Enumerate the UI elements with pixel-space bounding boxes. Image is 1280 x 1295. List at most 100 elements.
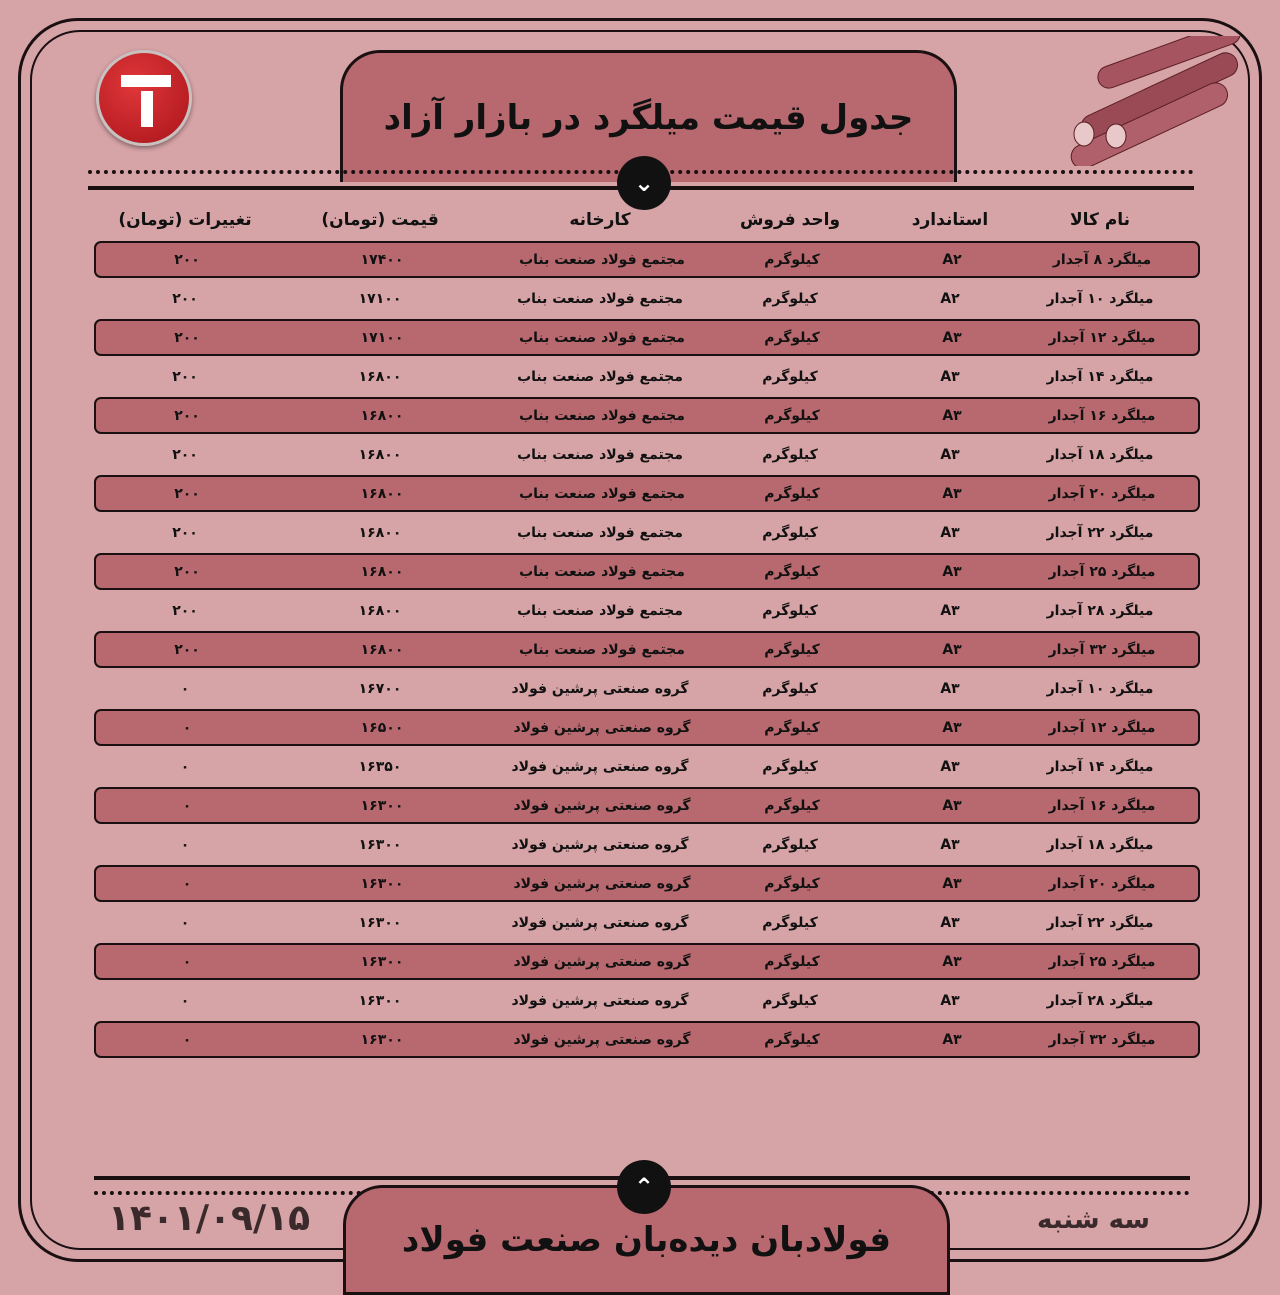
sale-unit: کیلوگرم [764,797,820,814]
price: ۱۶۳۰۰ [358,914,402,931]
product-name: میلگرد ۱۲ آجدار [1048,719,1156,736]
product-name: نام کالا [1069,209,1131,230]
price: ۱۶۳۵۰ [358,758,402,775]
product-name: میلگرد ۲۵ آجدار [1048,563,1156,580]
factory: گروه صنعتی پرشین فولاد [513,1031,691,1048]
product-name: میلگرد ۲۲ آجدار [1046,914,1154,931]
price: ۱۶۸۰۰ [358,524,402,541]
standard: A۳ [940,680,960,697]
price: ۱۶۳۰۰ [360,797,404,814]
standard: A۳ [942,641,962,658]
change: ۲۰۰ [174,563,200,580]
date: ۱۴۰۱/۰۹/۱۵ [108,1198,311,1239]
standard: A۲ [940,290,960,307]
factory: مجتمع فولاد صنعت بناب [517,368,683,385]
standard: A۳ [942,485,962,502]
sale-unit: کیلوگرم [764,485,820,502]
price: ۱۷۴۰۰ [360,251,404,268]
standard: A۳ [942,1031,962,1048]
price: ۱۶۸۰۰ [360,485,404,502]
factory: گروه صنعتی پرشین فولاد [511,914,689,931]
price: قیمت (تومان) [321,209,439,230]
product-name: میلگرد ۸ آجدار [1052,251,1152,268]
price: ۱۶۵۰۰ [360,719,404,736]
standard: A۳ [940,758,960,775]
sale-unit: کیلوگرم [762,290,818,307]
standard: A۳ [942,563,962,580]
table-row: میلگرد ۲۲ آجدار A۳ کیلوگرم مجتمع فولاد صنعت… [94,514,1200,551]
change: ۰ [180,914,190,931]
product-name: میلگرد ۱۰ آجدار [1046,680,1154,697]
factory: گروه صنعتی پرشین فولاد [513,719,691,736]
standard: A۳ [942,953,962,970]
sale-unit: کیلوگرم [764,641,820,658]
change: ۰ [180,680,190,697]
factory: مجتمع فولاد صنعت بناب [519,485,685,502]
factory: گروه صنعتی پرشین فولاد [511,680,689,697]
change: ۰ [180,992,190,1009]
sale-unit: کیلوگرم [764,719,820,736]
table-row: میلگرد ۲۰ آجدار A۳ کیلوگرم مجتمع فولاد صنعت… [94,475,1200,512]
factory: گروه صنعتی پرشین فولاد [511,992,689,1009]
sale-unit: کیلوگرم [764,563,820,580]
product-name: میلگرد ۲۰ آجدار [1048,485,1156,502]
product-name: میلگرد ۱۸ آجدار [1046,836,1154,853]
product-name: میلگرد ۲۲ آجدار [1046,524,1154,541]
price: ۱۶۳۰۰ [358,992,402,1009]
price: ۱۶۸۰۰ [360,641,404,658]
product-name: میلگرد ۳۲ آجدار [1048,1031,1156,1048]
table-row: میلگرد ۲۰ آجدار A۳ کیلوگرم گروه صنعتی پرشین… [94,865,1200,902]
product-name: میلگرد ۱۴ آجدار [1046,758,1154,775]
standard: استاندارد [911,209,989,230]
sale-unit: کیلوگرم [764,875,820,892]
sale-unit: کیلوگرم [762,914,818,931]
standard: A۳ [942,407,962,424]
change: ۰ [182,953,192,970]
standard: A۳ [942,329,962,346]
sale-unit: کیلوگرم [762,446,818,463]
chevron-down-icon: ⌄ [617,156,671,210]
price: ۱۶۸۰۰ [360,407,404,424]
price: ۱۷۱۰۰ [360,329,404,346]
sale-unit: کیلوگرم [764,329,820,346]
rebar-image [1070,36,1241,166]
factory: گروه صنعتی پرشین فولاد [513,875,691,892]
change: ۲۰۰ [174,407,200,424]
sale-unit: کیلوگرم [762,758,818,775]
standard: A۳ [942,797,962,814]
change: ۲۰۰ [172,524,198,541]
table-row: میلگرد ۲۵ آجدار A۳ کیلوگرم گروه صنعتی پرشین… [94,943,1200,980]
product-name: میلگرد ۱۶ آجدار [1048,407,1156,424]
weekday: سه شنبه [1037,1205,1150,1235]
table-row: میلگرد ۱۸ آجدار A۳ کیلوگرم گروه صنعتی پرشین… [94,826,1200,863]
tasnim-logo [96,50,192,146]
product-name: میلگرد ۲۸ آجدار [1046,602,1154,619]
price: ۱۶۳۰۰ [360,875,404,892]
price: ۱۶۸۰۰ [358,368,402,385]
change: ۰ [182,797,192,814]
change: ۲۰۰ [174,485,200,502]
factory: گروه صنعتی پرشین فولاد [513,797,691,814]
sale-unit: کیلوگرم [762,602,818,619]
standard: A۳ [940,446,960,463]
factory: گروه صنعتی پرشین فولاد [511,758,689,775]
standard: A۳ [940,602,960,619]
factory: مجتمع فولاد صنعت بناب [519,251,685,268]
sale-unit: کیلوگرم [764,407,820,424]
sale-unit: کیلوگرم [764,953,820,970]
change: تغییرات (تومان) [118,209,252,230]
sale-unit: کیلوگرم [764,251,820,268]
factory: مجتمع فولاد صنعت بناب [519,641,685,658]
sale-unit: کیلوگرم [762,992,818,1009]
price: ۱۷۱۰۰ [358,290,402,307]
change: ۰ [180,758,190,775]
table-row: میلگرد ۳۲ آجدار A۳ کیلوگرم گروه صنعتی پرشین… [94,1021,1200,1058]
factory: کارخانه [569,209,631,230]
change: ۰ [182,719,192,736]
change: ۲۰۰ [172,602,198,619]
sale-unit: کیلوگرم [762,368,818,385]
table-row: میلگرد ۱۴ آجدار A۳ کیلوگرم مجتمع فولاد صنعت… [94,358,1200,395]
factory: مجتمع فولاد صنعت بناب [517,524,683,541]
table-row: میلگرد ۱۶ آجدار A۳ کیلوگرم گروه صنعتی پرشین… [94,787,1200,824]
product-name: میلگرد ۱۴ آجدار [1046,368,1154,385]
